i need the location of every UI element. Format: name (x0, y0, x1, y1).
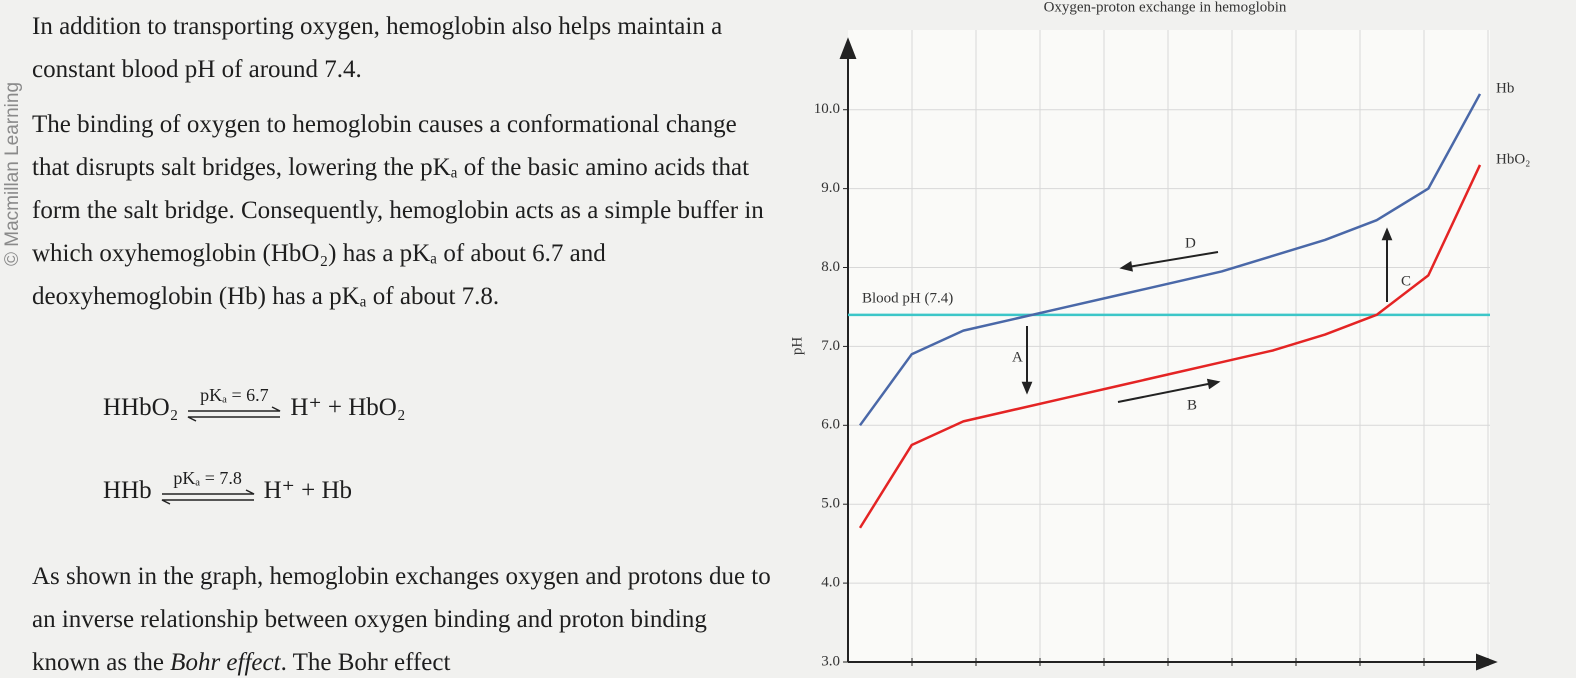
equilibrium-arrow (188, 406, 281, 422)
y-axis-label: pH (789, 337, 805, 356)
equation: HHb pKₐ = 7.8 H⁺ + Hb (103, 468, 352, 505)
equation-lhs: HHb (103, 477, 152, 504)
paragraph: As shown in the graph, hemoglobin exchan… (32, 555, 777, 678)
y-tick-label: 6.0 (821, 417, 840, 433)
y-tick-label: 8.0 (821, 259, 840, 275)
paragraph: In addition to transporting oxygen, hemo… (32, 13, 723, 83)
annotation-label: A (1012, 349, 1023, 365)
x-axis (848, 653, 1498, 671)
annotation-arrow (1381, 227, 1393, 302)
annotation-arrow (1119, 251, 1219, 272)
equilibrium: pKₐ = 6.7 (186, 385, 282, 422)
y-tick-label: 7.0 (821, 338, 840, 354)
reference-label: Blood pH (7.4) (862, 290, 953, 306)
annotation-label: C (1401, 273, 1411, 289)
equation: HHbO₂ pKₐ = 6.7 H⁺ + HbO₂ (103, 385, 406, 422)
equation-lhs: HHbO₂ (103, 394, 179, 421)
emphasis: Bohr effect (170, 649, 281, 676)
y-tick-label: 3.0 (821, 653, 840, 669)
legend-entry: Hb (1496, 80, 1514, 96)
y-tick-label: 4.0 (821, 575, 840, 591)
equilibrium-arrow (161, 489, 254, 505)
annotation-arrow (1117, 378, 1221, 403)
series-line (858, 164, 1482, 529)
y-tick-label: 10.0 (814, 101, 840, 117)
annotation-label: B (1187, 397, 1197, 413)
text: . The Bohr effect (280, 649, 451, 676)
chart-title: Oxygen-proton exchange in hemoglobin (1044, 0, 1287, 15)
y-tick-label: 9.0 (821, 180, 840, 196)
series-line (858, 93, 1482, 427)
equation-rhs: H⁺ + HbO₂ (290, 394, 406, 421)
equation-condition: pKₐ = 7.8 (173, 468, 242, 488)
text: As shown in the graph, hemoglobin exchan… (32, 563, 771, 676)
legend-entry: HbO₂ (1496, 151, 1530, 167)
paragraph: The binding of oxygen to hemoglobin caus… (32, 111, 764, 310)
annotation-arrow (1021, 326, 1033, 395)
y-axis (839, 37, 857, 662)
annotation-label: D (1185, 235, 1196, 251)
y-tick-label: 5.0 (821, 496, 840, 512)
equation-condition: pKₐ = 6.7 (200, 385, 269, 405)
equation-rhs: H⁺ + Hb (263, 477, 353, 504)
equilibrium: pKₐ = 7.8 (160, 468, 256, 505)
